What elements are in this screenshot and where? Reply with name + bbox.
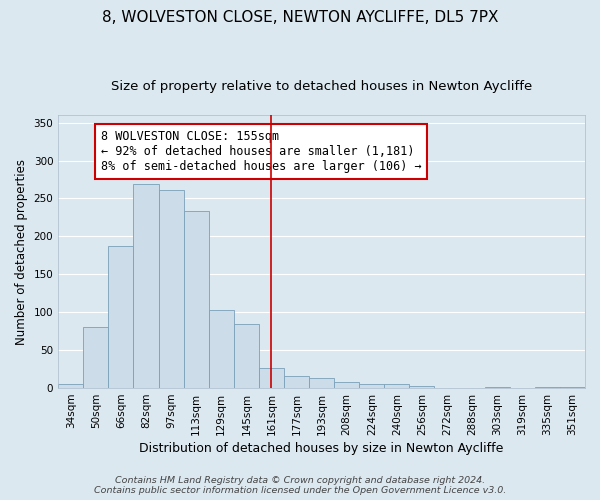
Bar — [83, 326, 109, 388]
Text: 8, WOLVESTON CLOSE, NEWTON AYCLIFFE, DL5 7PX: 8, WOLVESTON CLOSE, NEWTON AYCLIFFE, DL5… — [102, 10, 498, 25]
Bar — [209, 310, 234, 388]
Bar — [58, 384, 83, 388]
Bar — [385, 384, 409, 388]
Bar — [234, 324, 259, 388]
Bar — [359, 384, 385, 388]
Bar — [309, 378, 334, 388]
Title: Size of property relative to detached houses in Newton Aycliffe: Size of property relative to detached ho… — [111, 80, 532, 93]
Bar — [334, 382, 359, 388]
Bar — [284, 376, 309, 388]
Y-axis label: Number of detached properties: Number of detached properties — [15, 158, 28, 344]
Bar — [184, 212, 209, 388]
X-axis label: Distribution of detached houses by size in Newton Aycliffe: Distribution of detached houses by size … — [139, 442, 504, 455]
Text: 8 WOLVESTON CLOSE: 155sqm
← 92% of detached houses are smaller (1,181)
8% of sem: 8 WOLVESTON CLOSE: 155sqm ← 92% of detac… — [101, 130, 421, 173]
Bar — [409, 386, 434, 388]
Bar — [560, 386, 585, 388]
Bar — [133, 184, 158, 388]
Bar — [158, 190, 184, 388]
Bar — [535, 386, 560, 388]
Bar — [259, 368, 284, 388]
Bar — [109, 246, 133, 388]
Text: Contains HM Land Registry data © Crown copyright and database right 2024.
Contai: Contains HM Land Registry data © Crown c… — [94, 476, 506, 495]
